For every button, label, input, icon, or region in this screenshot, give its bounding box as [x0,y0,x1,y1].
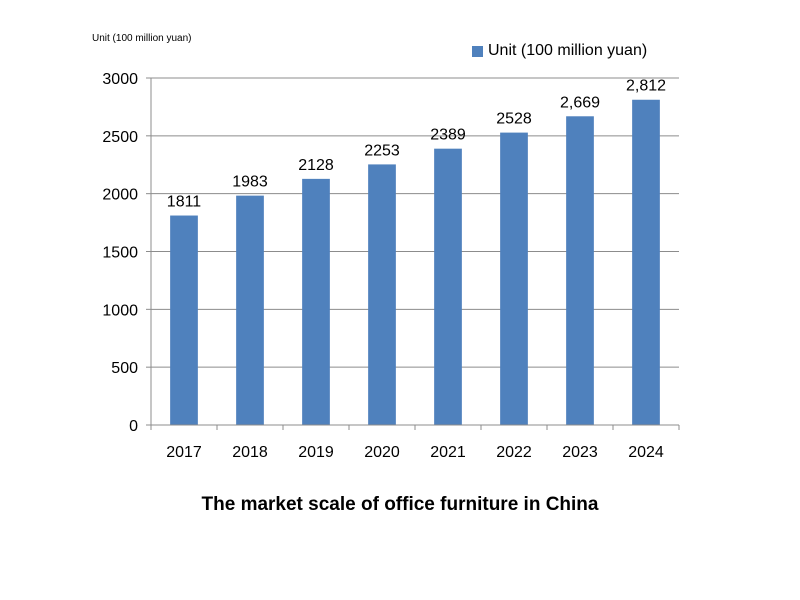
data-label: 2389 [430,127,466,144]
bar [368,164,396,425]
x-tick-label: 2022 [496,444,532,461]
bar [500,132,528,425]
bar [434,148,462,425]
x-tick-label: 2024 [628,444,664,461]
bar [170,215,198,425]
legend-swatch [472,45,483,57]
data-label: 2128 [298,157,334,174]
data-label: 1983 [232,174,268,191]
data-label: 2253 [364,142,400,159]
grid-lines [151,77,679,368]
x-tick-label: 2018 [232,444,268,461]
unit-note: Unit (100 million yuan) [92,33,192,44]
data-label: 2,812 [626,78,666,95]
y-tick-label: 2500 [102,129,138,146]
legend: Unit (100 million yuan) [472,42,647,60]
bar [632,99,660,425]
y-tick-label: 3000 [102,71,138,88]
bars [170,99,660,425]
bar [302,178,330,425]
x-tick-label: 2021 [430,444,466,461]
labels: 0 500 1000 1500 2000 2500 3000 1811 2017 1983 2018… [102,71,666,461]
y-tick-label: 1000 [102,302,138,319]
x-tick-label: 2019 [298,444,334,461]
data-label: 1811 [167,194,202,211]
x-tick-label: 2020 [364,444,400,461]
bar [566,116,594,425]
y-tick-label: 2000 [102,187,138,204]
axes [146,77,680,430]
legend-label: Unit (100 million yuan) [488,42,648,59]
y-tick-label: 0 [129,418,138,435]
x-tick-label: 2017 [166,444,202,461]
bar [236,195,264,425]
data-label: 2,669 [560,94,600,111]
data-label: 2528 [496,111,532,128]
x-tick-label: 2023 [562,444,598,461]
y-tick-label: 1500 [102,245,138,262]
y-tick-label: 500 [111,360,138,377]
chart-title: The market scale of office furniture in … [201,494,599,515]
